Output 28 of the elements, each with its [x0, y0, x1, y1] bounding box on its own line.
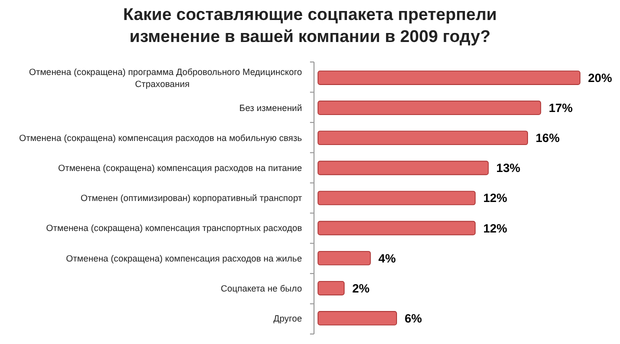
- bar: [318, 311, 397, 326]
- data-label: 12%: [483, 221, 508, 236]
- y-tick-label: Без изменений: [239, 102, 302, 113]
- y-tick-label: Отменен (оптимизирован) корпоративный транспорт: [80, 193, 302, 204]
- bar: [318, 190, 476, 206]
- bar: [318, 130, 528, 146]
- data-label: 6%: [404, 311, 422, 326]
- bar: [318, 100, 542, 115]
- bar: [318, 220, 476, 236]
- y-tick-label: Соцпакета не было: [220, 283, 302, 294]
- data-label: 17%: [548, 101, 574, 116]
- bar: [318, 70, 580, 85]
- y-tick-label: Отменена (сокращена) компенсация расходов на жилье: [66, 253, 302, 264]
- y-tick-label: Отменена (сокращена) программа Добровольного Медицинского Страхования: [29, 66, 302, 89]
- y-tick-label: Отменена (сокращена) компенсация расходов на мобильную связь: [19, 133, 302, 144]
- data-label: 4%: [378, 251, 396, 266]
- y-tick-label: Другое: [273, 313, 302, 324]
- y-tick-label: Отменена (сокращена) компенсация расходов на питание: [58, 163, 302, 174]
- data-label: 12%: [483, 191, 508, 206]
- y-tick-label: Отменена (сокращена) компенсация транспортных расходов: [46, 223, 302, 234]
- data-label: 2%: [352, 281, 370, 296]
- bar: [318, 250, 371, 266]
- data-label: 13%: [496, 161, 521, 176]
- data-label: 16%: [536, 131, 560, 146]
- data-label: 20%: [588, 70, 612, 85]
- chart-title: Какие составляющие соцпакета претерпели изменение в вашей компании в 2009 году?: [123, 5, 497, 46]
- bar: [318, 281, 345, 296]
- bar: [318, 160, 489, 176]
